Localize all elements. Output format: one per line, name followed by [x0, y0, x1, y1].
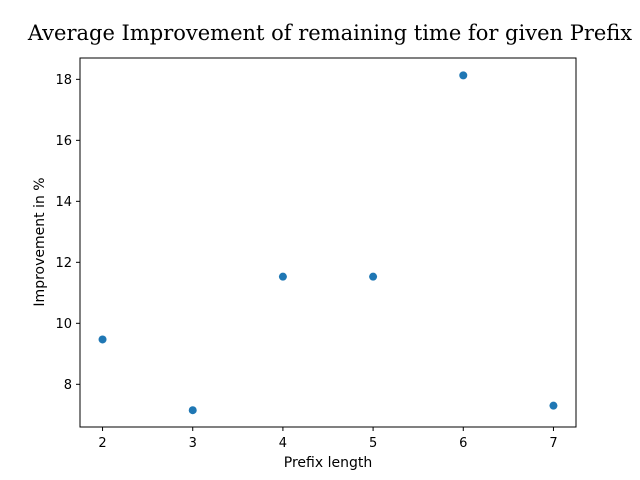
y-axis: 8 10 12 14 16 18	[55, 73, 80, 393]
chart-title: Average Improvement of remaining time fo…	[27, 21, 632, 45]
x-tick-label: 5	[369, 436, 377, 451]
y-tick-label: 14	[55, 195, 72, 210]
x-axis: 2 3 4 5 6 7	[98, 427, 558, 451]
x-tick-label: 4	[279, 436, 287, 451]
y-tick-label: 8	[64, 378, 72, 393]
y-axis-label: Improvement in %	[32, 177, 48, 306]
y-tick-label: 12	[55, 256, 72, 271]
data-point	[98, 335, 107, 344]
data-point	[549, 401, 558, 410]
data-points	[98, 71, 558, 415]
y-tick-label: 16	[55, 134, 72, 149]
data-point	[278, 272, 287, 281]
y-tick-label: 18	[55, 73, 72, 88]
x-axis-label: Prefix length	[284, 455, 372, 471]
data-point	[188, 406, 197, 415]
y-tick-label: 10	[55, 317, 72, 332]
x-tick-label: 6	[459, 436, 467, 451]
data-point	[369, 272, 378, 281]
x-tick-label: 7	[549, 436, 557, 451]
x-tick-label: 2	[98, 436, 106, 451]
x-tick-label: 3	[189, 436, 197, 451]
plot-area-frame	[79, 57, 577, 428]
data-point	[459, 71, 468, 80]
